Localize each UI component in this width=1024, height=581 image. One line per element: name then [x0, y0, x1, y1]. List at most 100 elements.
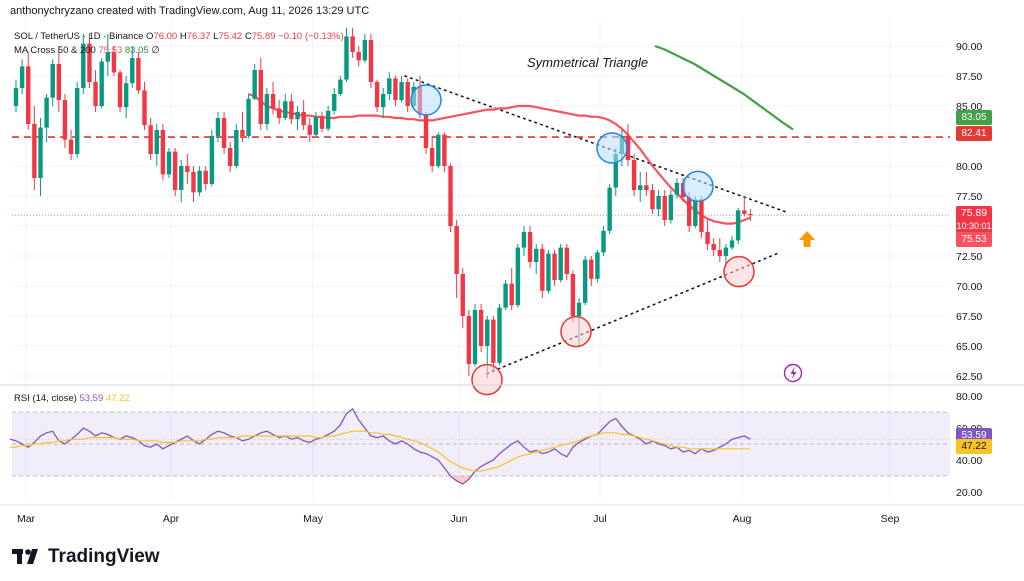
candle [423, 112, 429, 154]
candle-body [515, 247, 521, 306]
candle-body [81, 43, 86, 88]
price-tick-label: 65.00 [956, 341, 982, 353]
rsi-ma-line [9, 430, 751, 472]
candle [350, 28, 355, 58]
candle-body [319, 116, 325, 129]
candle [56, 46, 62, 112]
candle-body [68, 139, 74, 154]
candle-body [154, 130, 159, 154]
price-tick-label: 72.50 [956, 251, 982, 263]
candle-body [26, 66, 31, 124]
candle-body [729, 240, 735, 248]
candle-body [87, 43, 92, 82]
candle-body [289, 101, 294, 120]
candle [319, 112, 325, 133]
time-tick-label: Sep [881, 513, 900, 525]
pivot-circle [723, 255, 755, 288]
ohlc-close-label: C [244, 31, 252, 42]
candle-body [240, 130, 245, 136]
pivot-circle [410, 84, 442, 116]
rsi-oversold-fill [453, 476, 472, 484]
candle-body [527, 232, 533, 262]
candle [19, 59, 25, 94]
candle-body [509, 283, 514, 306]
candle [631, 154, 637, 196]
price-tick-label: 70.00 [956, 281, 982, 293]
candle-body [631, 160, 637, 190]
ma50-line [248, 92, 751, 225]
candle-body [148, 125, 153, 154]
candle [454, 220, 459, 298]
ma-extra-value: ∅ [151, 45, 160, 56]
candle [735, 208, 741, 244]
candle-body [13, 88, 19, 106]
candle [172, 148, 178, 196]
candle [283, 94, 288, 121]
candle [650, 184, 655, 214]
candle [356, 46, 361, 67]
candle-body [19, 66, 25, 88]
candle-body [197, 170, 202, 193]
candle-body [350, 36, 355, 52]
candle-body [203, 170, 208, 184]
tradingview-mark-icon [12, 549, 38, 564]
tradingview-logo[interactable]: TradingView [12, 546, 160, 568]
candle-body [166, 151, 172, 175]
candle-body [111, 52, 117, 73]
candlestick-series[interactable] [13, 28, 753, 379]
candle-body [283, 101, 288, 118]
candle [75, 82, 80, 158]
candle-body [356, 52, 361, 61]
candle [26, 52, 31, 130]
candle [252, 64, 257, 100]
candle [460, 268, 465, 328]
symmetrical-triangle-lines [404, 75, 786, 375]
candle-body [387, 78, 392, 94]
candle [197, 166, 202, 196]
level-price-tag: 82.41 [956, 126, 992, 141]
last-price-tag: 75.89 10:30:01 [956, 206, 992, 235]
candle-body [705, 232, 710, 244]
resistance-level-line [12, 136, 950, 216]
candle-body [552, 253, 557, 280]
ohlc-close: 75.89 [251, 31, 276, 42]
candle [99, 58, 104, 109]
candle [338, 76, 343, 97]
candle [381, 88, 386, 118]
candle-body [301, 112, 306, 126]
rsi-ma-price-tag: 47.22 [956, 439, 992, 454]
chart-attribution: anthonychryzano created with TradingView… [10, 5, 370, 17]
rsi-indicator-label[interactable]: RSI (14, close) [14, 393, 77, 404]
candle-body [717, 250, 722, 256]
candle-body [491, 319, 496, 363]
candle [68, 130, 74, 160]
candle [466, 310, 472, 376]
ma-indicator-label[interactable]: MA Cross 50 & 200 [14, 45, 96, 56]
candle-body [607, 187, 612, 231]
ohlc-open: 76.00 [153, 31, 178, 42]
candle [87, 34, 92, 88]
bar-countdown: 10:30:01 [956, 221, 992, 231]
candle-body [325, 110, 331, 129]
candle [521, 226, 527, 256]
candle-body [191, 172, 196, 193]
candle [307, 118, 312, 142]
ma200-value: 83.05 [124, 45, 149, 56]
candle [668, 190, 674, 224]
time-tick-label: Aug [733, 513, 752, 525]
candle-body [344, 36, 349, 80]
candle [93, 70, 98, 112]
candle [136, 52, 141, 94]
symbol-name[interactable]: SOL / TetherUS · 1D · Binance [14, 31, 144, 42]
candle [32, 106, 37, 190]
candle-body [711, 244, 716, 250]
candle [313, 112, 319, 136]
candle-body [136, 58, 141, 91]
candle-body [105, 52, 110, 62]
rsi-tick-label: 80.00 [956, 391, 982, 403]
candle-body [429, 148, 435, 166]
candle [221, 112, 227, 154]
rsi-ma-value: 47.22 [105, 393, 130, 404]
candle-body [215, 118, 221, 136]
candle-body [613, 154, 618, 188]
